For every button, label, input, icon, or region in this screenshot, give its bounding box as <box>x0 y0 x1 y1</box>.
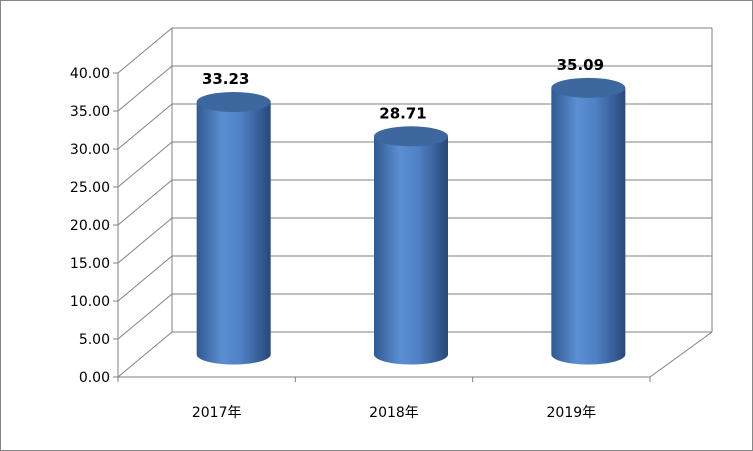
data-label: 28.71 <box>379 104 426 122</box>
side-gridline <box>117 141 173 188</box>
floor-right-edge <box>649 331 713 378</box>
y-tick-label: 0.00 <box>79 370 110 386</box>
y-tick-label: 15.00 <box>70 256 110 272</box>
side-gridline <box>117 331 173 378</box>
side-gridline <box>117 103 173 150</box>
data-label: 35.09 <box>557 56 604 74</box>
side-gridline <box>117 255 173 302</box>
side-gridline <box>117 65 173 112</box>
side-gridline <box>117 179 173 226</box>
y-tick-label: 30.00 <box>70 142 110 158</box>
cylinder-bar-2018年 <box>374 136 448 365</box>
y-tick-label: 5.00 <box>79 332 110 348</box>
x-tick-label: 2019年 <box>547 405 597 421</box>
side-gridline <box>117 27 173 74</box>
y-tick-label: 20.00 <box>70 218 110 234</box>
y-tick-label: 25.00 <box>70 180 110 196</box>
x-tick-label: 2017年 <box>192 405 242 421</box>
cylinder-bar-2019年 <box>551 87 626 365</box>
cylinder-top-2017年 <box>196 91 271 112</box>
cylinder-top-2018年 <box>374 126 448 147</box>
x-tick-label: 2018年 <box>369 405 419 421</box>
side-gridline <box>117 217 173 264</box>
cylinder-bar-2017年 <box>196 101 271 365</box>
y-tick-label: 40.00 <box>70 66 110 82</box>
y-tick-label: 10.00 <box>70 294 110 310</box>
side-gridline <box>117 293 173 340</box>
data-label: 33.23 <box>202 70 249 88</box>
cylinder-top-2019年 <box>551 77 626 98</box>
y-tick-label: 35.00 <box>70 104 110 120</box>
